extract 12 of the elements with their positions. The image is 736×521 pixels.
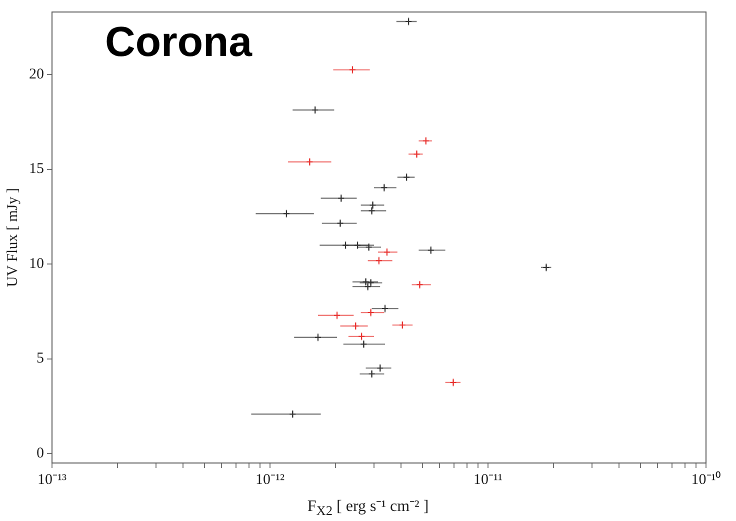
x-tick-label: 10⁻¹³ [38,472,67,488]
y-tick-label: 15 [29,161,44,178]
y-axis-title: UV Flux [ mJy ] [4,188,21,287]
x-tick-label: 10⁻¹² [256,472,285,488]
x-axis-title: F$_{X2}$ [ erg s⁻¹ cm⁻² ] [306,497,430,520]
y-tick-label: 20 [29,66,44,82]
y-tick-label: 5 [36,350,44,367]
chart-title: Corona [105,18,252,66]
x-tick-label: 10⁻¹¹ [474,472,502,488]
y-tick-label: 10 [29,256,44,272]
y-tick-label: 0 [36,445,44,462]
x-tick-label: 10⁻¹⁰ [691,470,721,488]
